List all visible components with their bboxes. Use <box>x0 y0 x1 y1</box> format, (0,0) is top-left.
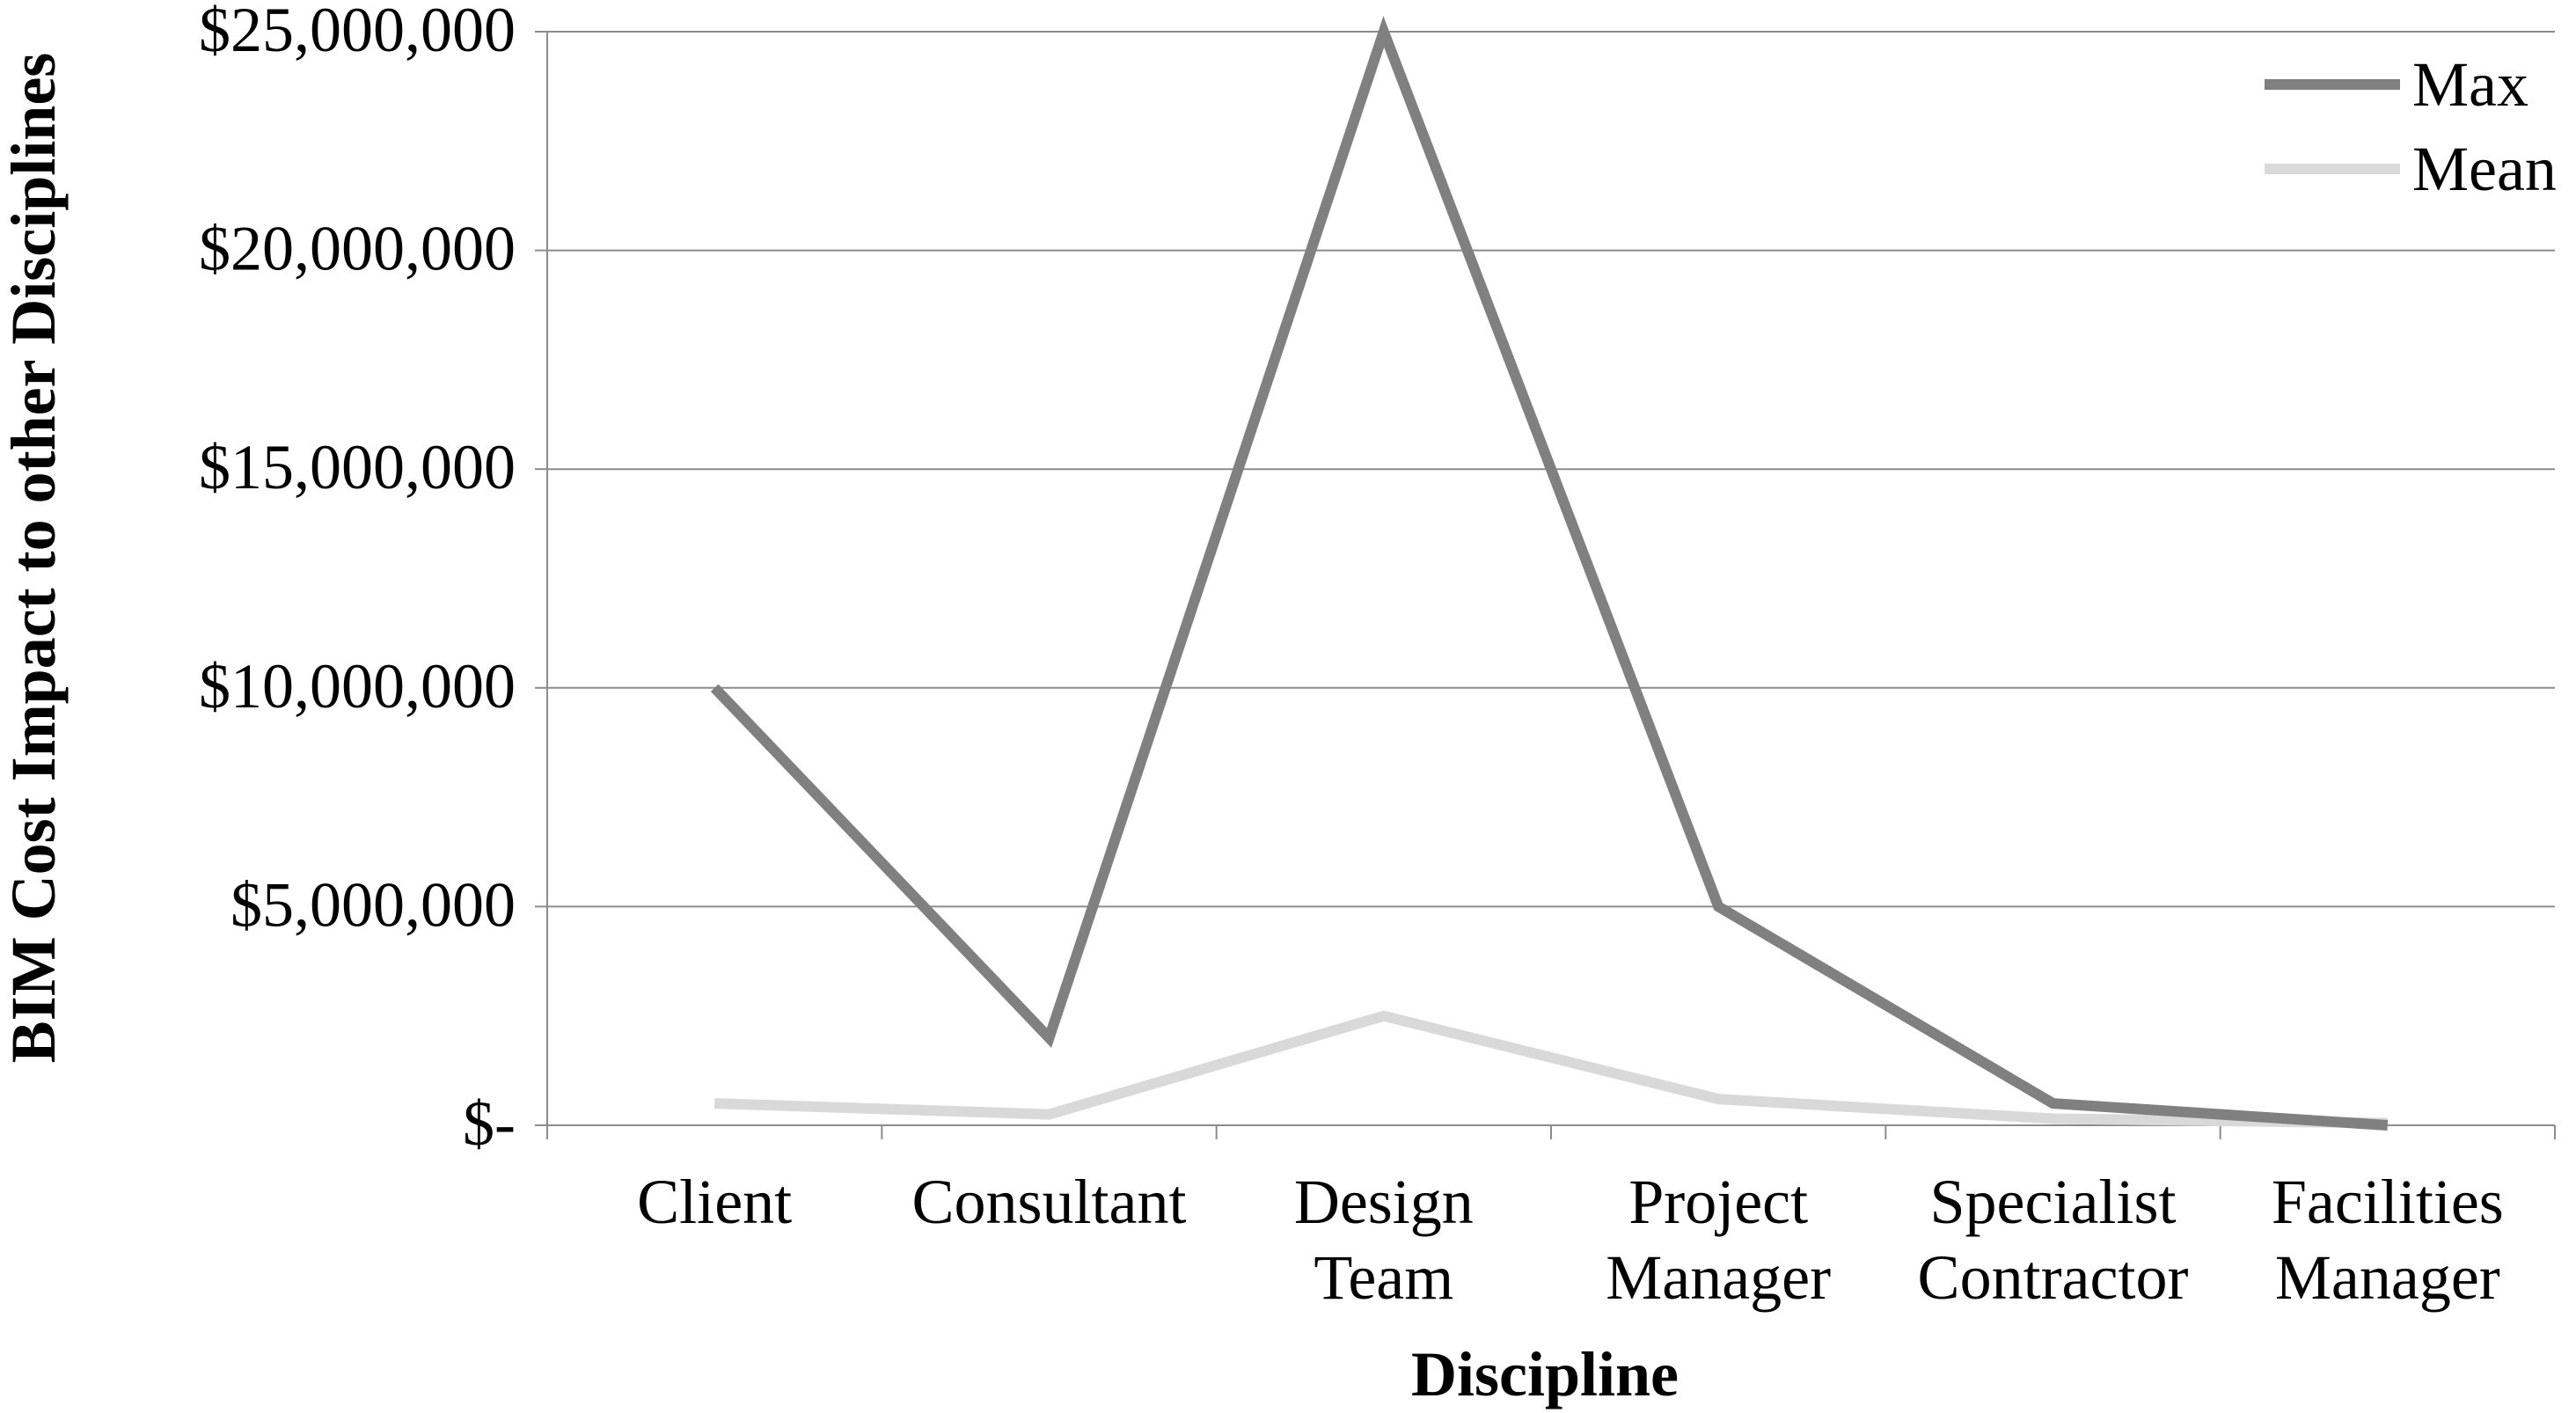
y-tick-label: $- <box>463 1088 516 1159</box>
x-tick-label-line: Client <box>637 1167 792 1237</box>
y-tick-label: $10,000,000 <box>199 651 516 721</box>
y-axis-title: BIM Cost Impact to other Disciplines <box>0 53 69 1064</box>
x-tick-label-line: Contractor <box>1918 1242 2189 1313</box>
x-tick-label: Design Team <box>1294 1167 1474 1313</box>
x-tick-label-line: Consultant <box>911 1167 1186 1237</box>
x-tick-label: Consultant <box>911 1167 1186 1237</box>
series-line-max <box>710 16 2389 1131</box>
x-tick-label: Client <box>637 1167 792 1237</box>
y-tick-label: $15,000,000 <box>199 432 516 502</box>
legend-label-mean: Mean <box>2412 134 2557 204</box>
x-tick-label: Facilities Manager <box>2272 1167 2504 1313</box>
axes <box>546 32 2555 1126</box>
series-line-mean <box>714 1010 2388 1129</box>
x-tick-label-line: Design <box>1294 1167 1474 1237</box>
legend-label-max: Max <box>2412 49 2528 120</box>
x-tick-label-line: Specialist <box>1930 1167 2177 1237</box>
y-axis-ticks: $- $5,000,000 $10,000,000 $15,000,000 $20,00… <box>199 0 547 1159</box>
x-tick-label-line: Project <box>1628 1167 1808 1237</box>
legend: Max Mean <box>2265 49 2557 204</box>
x-tick-label-line: Manager <box>2275 1242 2500 1313</box>
y-tick-label: $25,000,000 <box>199 0 516 65</box>
x-tick-label: Specialist Contractor <box>1918 1167 2189 1313</box>
x-axis-title: Discipline <box>1411 1339 1679 1409</box>
x-tick-label-line: Facilities <box>2272 1167 2504 1237</box>
x-tick-label-line: Team <box>1314 1242 1453 1313</box>
y-tick-label: $5,000,000 <box>231 869 516 940</box>
series-lines <box>710 16 2389 1131</box>
x-tick-label: Project Manager <box>1606 1167 1831 1313</box>
y-tick-label: $20,000,000 <box>199 214 516 284</box>
x-tick-label-line: Manager <box>1606 1242 1831 1313</box>
